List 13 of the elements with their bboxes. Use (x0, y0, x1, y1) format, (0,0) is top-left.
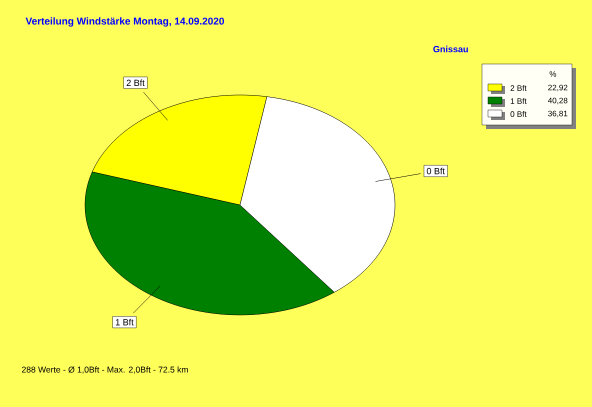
data-label: 22,92 (548, 84, 568, 92)
legend-label: 0 Bft (510, 111, 527, 117)
legend-label: 2 Bft (510, 85, 527, 91)
text: 288 Werte - Ø 1,0Bft - Max. 2,0Bft - 72.5 km (22, 366, 188, 374)
chart-title: Verteilung Windstärke Montag, 14.09.2020 (26, 17, 224, 27)
data-label: 36,81 (548, 110, 568, 118)
data-label: 40,28 (548, 98, 568, 104)
legend-label: 1 Bft (510, 98, 527, 104)
legend-title: % (550, 71, 556, 77)
slice-label: 2 Bft (126, 79, 145, 86)
slice-label: 0 Bft (426, 168, 445, 174)
slice-label: 1 Bft (116, 318, 134, 326)
chart-subtitle: Gnissau (433, 46, 468, 52)
